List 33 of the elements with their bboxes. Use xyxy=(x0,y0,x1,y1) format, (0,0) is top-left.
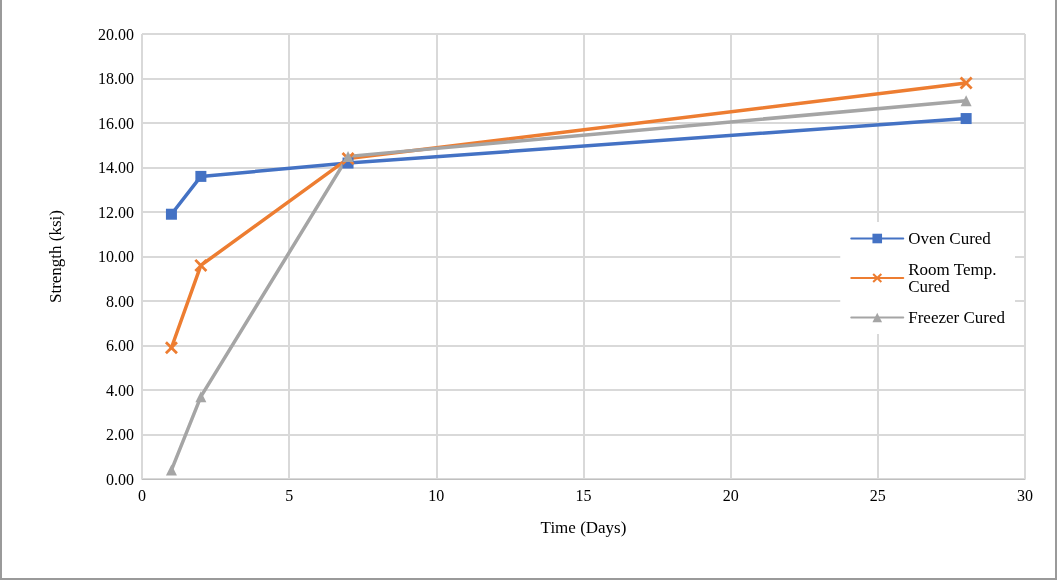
point xyxy=(165,464,177,476)
x-axis-title: Time (Days) xyxy=(540,518,627,537)
y-tick-label: 16.00 xyxy=(98,114,134,132)
y-tick-label: 14.00 xyxy=(98,159,134,176)
y-tick-label: 2.00 xyxy=(106,426,134,443)
y-tick-label: 0.00 xyxy=(106,470,134,488)
y-tick-label: 18.00 xyxy=(98,70,134,87)
y-tick-label: 6.00 xyxy=(106,337,134,354)
x-tick-label: 20 xyxy=(722,486,739,504)
point xyxy=(960,95,972,107)
legend-label: Freezer Cured xyxy=(908,308,1006,327)
x-tick-label: 0 xyxy=(138,486,146,504)
y-axis-title: Strength (ksi) xyxy=(46,209,65,304)
point xyxy=(194,258,208,272)
y-tick-label: 8.00 xyxy=(106,292,134,310)
y-tick-label: 20.00 xyxy=(98,25,134,43)
point xyxy=(959,76,973,90)
y-tick-label: 4.00 xyxy=(106,381,134,399)
point xyxy=(195,391,207,403)
y-tick-label: 12.00 xyxy=(98,203,134,221)
x-tick-label: 15 xyxy=(575,486,592,504)
point xyxy=(960,113,972,125)
point xyxy=(164,341,178,355)
x-tick-label: 30 xyxy=(1017,486,1033,504)
y-tick-label: 10.00 xyxy=(98,248,134,265)
x-tick-label: 10 xyxy=(428,486,445,504)
x-tick-label: 25 xyxy=(869,486,886,504)
legend-label: Room Temp. Cured xyxy=(908,260,1001,296)
legend-label: Oven Cured xyxy=(908,229,992,248)
point xyxy=(342,150,354,162)
point xyxy=(165,208,177,220)
point xyxy=(195,170,207,182)
x-tick-label: 5 xyxy=(285,486,294,504)
